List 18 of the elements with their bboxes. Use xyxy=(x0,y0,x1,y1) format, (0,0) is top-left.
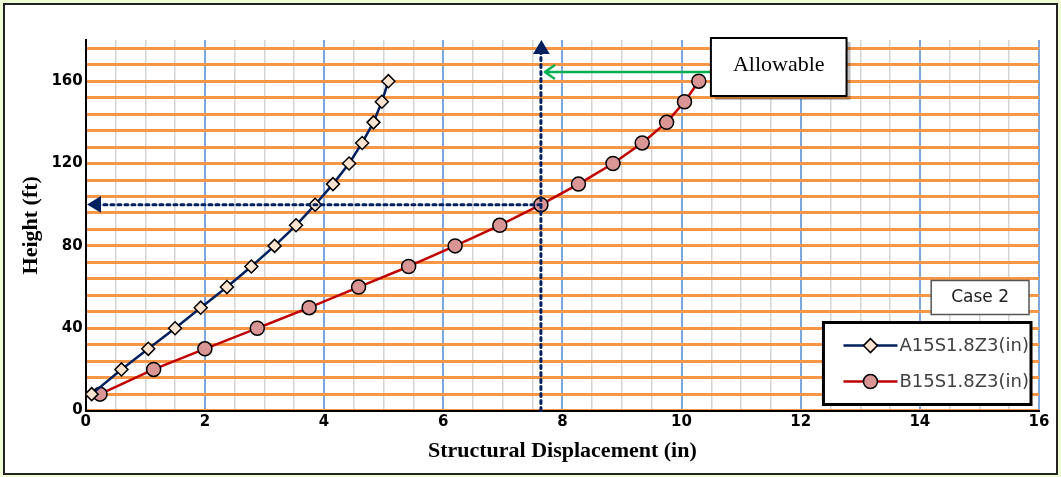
y-tick-label: 160 xyxy=(51,71,83,90)
x-tick-label: 8 xyxy=(557,412,568,431)
x-tick-label: 4 xyxy=(318,412,330,431)
y-axis-title: Height (ft) xyxy=(16,176,42,275)
y-tick-label: 40 xyxy=(61,318,83,337)
legend-label: A15S1.8Z3(in) xyxy=(899,334,1029,356)
x-tick-label: 2 xyxy=(199,412,211,431)
x-axis-title: Structural Displacement (in) xyxy=(427,437,697,463)
x-tick-label: 12 xyxy=(790,412,812,431)
x-tick-label: 16 xyxy=(1028,412,1050,431)
y-tick-label: 80 xyxy=(61,235,83,254)
legend-title: Case 2 xyxy=(951,286,1009,307)
x-tick-label: 10 xyxy=(671,412,692,431)
x-tick-label: 14 xyxy=(909,412,931,431)
ref-line-label: Allowable xyxy=(732,50,825,76)
y-tick-label: 120 xyxy=(51,153,83,172)
legend-label: B15S1.8Z3(in) xyxy=(899,370,1029,392)
x-tick-label: 6 xyxy=(437,412,449,431)
